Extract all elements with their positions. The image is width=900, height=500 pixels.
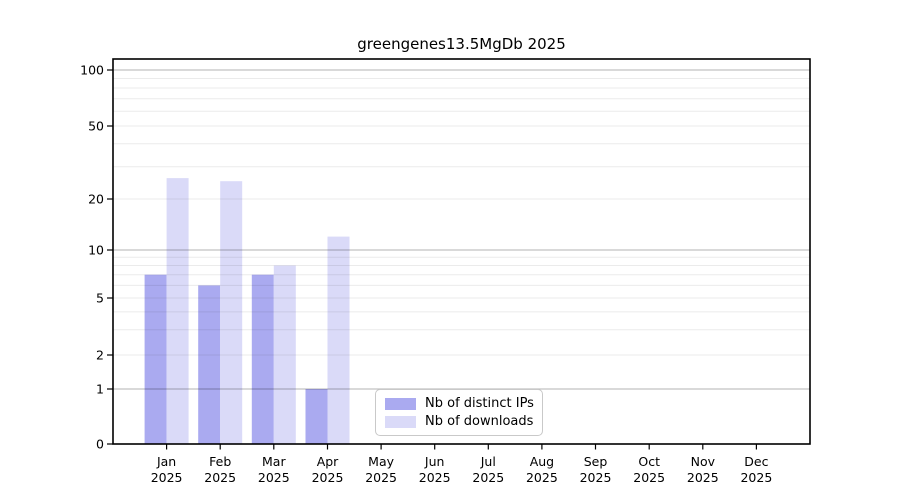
x-tick-label-year: 2025 (419, 470, 451, 485)
y-tick-label: 2 (96, 348, 104, 363)
y-tick-label: 0 (96, 437, 104, 452)
x-tick-label-year: 2025 (312, 470, 344, 485)
legend: Nb of distinct IPs Nb of downloads (375, 389, 543, 436)
bar-downloads (220, 181, 243, 444)
legend-item-distinct-ips: Nb of distinct IPs (385, 397, 542, 410)
x-tick-label-year: 2025 (365, 470, 397, 485)
bars-group (144, 178, 350, 444)
x-tick-label-year: 2025 (151, 470, 183, 485)
x-tick-label-year: 2025 (204, 470, 236, 485)
x-tick-label-year: 2025 (580, 470, 612, 485)
y-tick-label: 1 (96, 382, 104, 397)
bar-downloads (166, 178, 189, 444)
x-tick-label-year: 2025 (740, 470, 772, 485)
x-tick-label-month: Jul (480, 454, 496, 469)
legend-swatch-downloads (385, 415, 416, 428)
x-tick-label-month: Mar (262, 454, 286, 469)
gridlines-group (113, 69, 810, 390)
bar-distinct-ips (144, 274, 167, 444)
bar-distinct-ips (251, 274, 274, 444)
tick-labels-group: Jan2025Feb2025Mar2025Apr2025May2025Jun20… (80, 63, 772, 486)
bar-distinct-ips (198, 285, 221, 444)
bar-downloads (327, 236, 350, 444)
x-tick-label-month: Aug (530, 454, 554, 469)
y-tick-label: 50 (88, 119, 104, 134)
legend-item-downloads: Nb of downloads (385, 415, 542, 428)
x-tick-label-month: Feb (209, 454, 231, 469)
x-tick-label-month: Jun (424, 454, 445, 469)
chart-title: greengenes13.5MgDb 2025 (357, 35, 566, 53)
legend-label-downloads: Nb of downloads (425, 414, 534, 429)
x-tick-label-month: Apr (317, 454, 339, 469)
y-tick-label: 20 (88, 192, 104, 207)
y-tick-label: 10 (88, 243, 104, 258)
legend-swatch-distinct-ips (385, 397, 416, 410)
x-tick-label-month: May (368, 454, 394, 469)
legend-label-distinct-ips: Nb of distinct IPs (425, 396, 534, 411)
x-tick-label-month: Oct (638, 454, 660, 469)
x-tick-label-month: Nov (691, 454, 716, 469)
x-tick-label-year: 2025 (526, 470, 558, 485)
plot-border (112, 58, 811, 445)
x-tick-label-year: 2025 (687, 470, 719, 485)
x-tick-label-month: Jan (156, 454, 176, 469)
x-tick-label-year: 2025 (258, 470, 290, 485)
y-tick-label: 100 (80, 63, 104, 78)
x-tick-label-month: Sep (584, 454, 608, 469)
x-tick-label-year: 2025 (472, 470, 504, 485)
x-tick-label-year: 2025 (633, 470, 665, 485)
y-tick-label: 5 (96, 291, 104, 306)
axes-group (107, 58, 811, 450)
x-tick-label-month: Dec (744, 454, 768, 469)
bar-distinct-ips (305, 389, 328, 444)
